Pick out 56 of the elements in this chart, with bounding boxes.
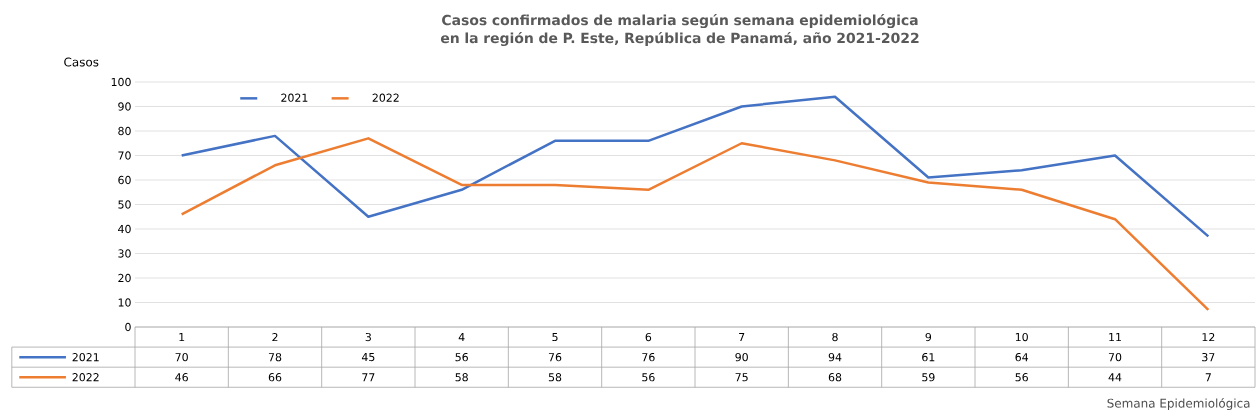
y-tick-label: 80: [118, 126, 131, 136]
y-tick-label: 90: [118, 102, 131, 111]
x-tick-label: 10: [1015, 332, 1028, 342]
text: 2022: [72, 373, 99, 382]
x-tick-label: 6: [645, 332, 652, 342]
data-label: 70: [1108, 353, 1122, 362]
x-axis-title: Semana Epidemiológica: [1107, 397, 1250, 411]
data-label: 70: [175, 353, 188, 362]
y-tick-label: 70: [118, 151, 131, 160]
data-label: 94: [828, 353, 842, 362]
y-tick-label: 0: [125, 322, 131, 332]
y-axis-title: Casos: [64, 57, 99, 67]
y-tick-label: 60: [118, 175, 131, 185]
data-label: 76: [642, 353, 655, 362]
y-tick-label: 20: [118, 273, 131, 283]
data-label: 77: [362, 373, 375, 382]
y-tick-label: 10: [118, 298, 131, 307]
line-series: [180, 95, 1210, 238]
data-label: 75: [735, 373, 748, 382]
data-label: 44: [1108, 373, 1122, 382]
data-label: 59: [922, 373, 935, 382]
data-label: 56: [455, 353, 468, 362]
line-series: [180, 137, 1210, 312]
y-tick-label: 50: [118, 200, 131, 209]
data-label: 46: [175, 373, 188, 382]
x-tick-label: 2: [272, 332, 278, 342]
data-label: 56: [642, 373, 655, 382]
x-tick-label: 11: [1109, 333, 1121, 342]
data-label: 45: [361, 353, 375, 362]
data-label: 68: [828, 373, 842, 382]
data-label: 7: [1205, 373, 1211, 382]
data-label: 64: [1015, 353, 1029, 362]
data-label: 61: [922, 353, 935, 362]
y-tick-label: 40: [118, 224, 131, 234]
x-tick-label: 12: [1202, 332, 1215, 342]
legend-label: 2021: [281, 93, 308, 102]
x-tick-label: 4: [458, 333, 465, 342]
x-tick-label: 3: [365, 332, 371, 342]
data-label: 56: [1015, 373, 1028, 382]
y-tick-label: 30: [118, 249, 131, 258]
x-tick-label: 5: [552, 332, 558, 342]
text: 2021: [72, 353, 99, 362]
legend-label: 2022: [372, 93, 399, 102]
data-label: 58: [455, 373, 468, 382]
data-label: 37: [1202, 353, 1215, 362]
x-tick-label: 8: [832, 332, 838, 342]
data-label: 78: [268, 353, 282, 362]
data-label: 58: [548, 373, 562, 382]
data-label: 76: [548, 353, 562, 362]
x-tick-label: 1: [179, 333, 185, 342]
y-tick-label: 100: [111, 77, 131, 87]
data-label: 66: [268, 373, 282, 382]
data-label: 90: [735, 353, 748, 362]
x-tick-label: 9: [925, 332, 932, 342]
chart-title: Casos confirmados de malaria según semana epidemiológica en la región de P. Este, República de Panamá, año 2021-2022: [440, 13, 919, 47]
x-tick-label: 7: [739, 333, 745, 342]
